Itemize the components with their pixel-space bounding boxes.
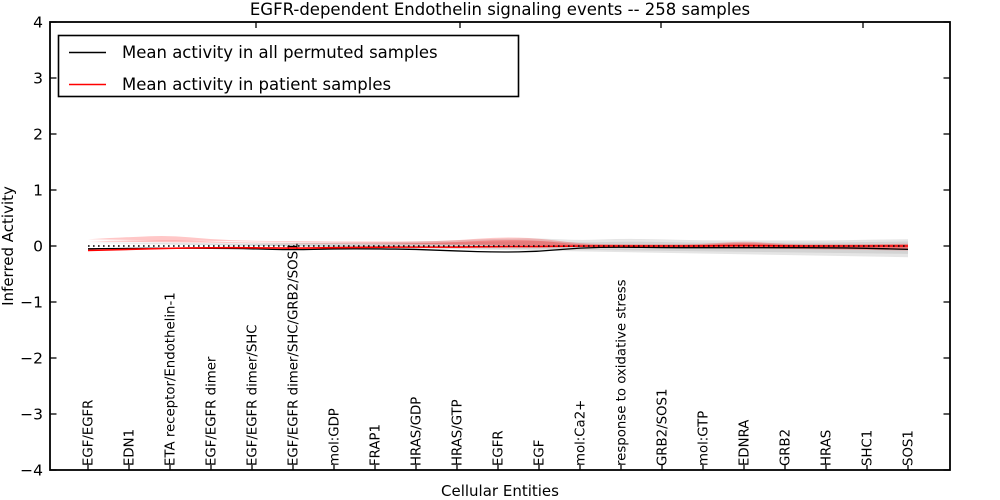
y-tick-labels: 4 3 2 1 0 −1 −2 −3 −4 [20,13,43,479]
x-tick-labels: EGF/EGFR EDN1 ETA receptor/Endothelin-1 EGF… [82,243,917,466]
band-permuted-std-inner [88,241,908,254]
y-tick-label: −4 [20,461,43,479]
x-tick-label: FRAP1 [369,424,384,466]
y-tick-label: 4 [33,13,43,31]
chart-title: EGFR-dependent Endothelin signaling even… [250,0,750,19]
x-tick-label: EGF [533,440,548,466]
x-tick-label: EGF/EGFR dimer [205,356,220,466]
x-tick-label: mol:GTP [697,411,712,466]
x-tick-label: mol:Ca2+ [574,400,589,466]
y-tick-label: −1 [20,293,43,311]
x-tick-label: HRAS [820,430,835,466]
legend-label-permuted: Mean activity in all permuted samples [122,43,438,62]
x-tick-label: ETA receptor/Endothelin-1 [164,292,179,466]
x-tick-label: mol:GDP [328,408,343,466]
axes-frame-and-ticks [49,21,951,471]
x-axis-title: Cellular Entities [441,482,559,500]
y-tick-label: −3 [20,405,43,423]
y-tick-label: 1 [33,181,43,199]
legend-label-patient: Mean activity in patient samples [122,75,391,94]
x-tick-label: SHC1 [861,430,876,466]
x-tick-label: EDN1 [123,429,138,466]
x-tick-label: HRAS/GDP [410,397,425,466]
legend: Mean activity in all permuted samples Me… [57,34,520,98]
x-tick-label: GRB2 [779,429,794,466]
x-tick-label: EGF/EGFR [82,400,97,466]
series-line-permuted [87,246,909,253]
x-tick-label: EGFR [492,430,507,466]
y-tick-label: −2 [20,349,43,367]
x-tick-label: EGF/EGFR dimer/SHC/GRB2/SOS1 [287,243,302,466]
band-permuted-std-outer [88,238,908,258]
x-tick-label: EGF/EGFR dimer/SHC [246,324,261,466]
x-tick-label: GRB2/SOS1 [656,389,671,466]
x-tick-label: SOS1 [902,430,917,466]
band-patient-std-outer [88,235,908,251]
series-lines [87,244,909,253]
y-tick-label: 0 [33,237,43,255]
y-tick-label: 2 [33,125,43,143]
x-tick-label: HRAS/GTP [451,399,466,466]
x-tick-label: response to oxidative stress [615,279,630,466]
y-axis-title: Inferred Activity [0,186,17,306]
legend-box [57,34,520,98]
y-tick-label: 3 [33,69,43,87]
x-tick-label: EDNRA [738,420,753,466]
